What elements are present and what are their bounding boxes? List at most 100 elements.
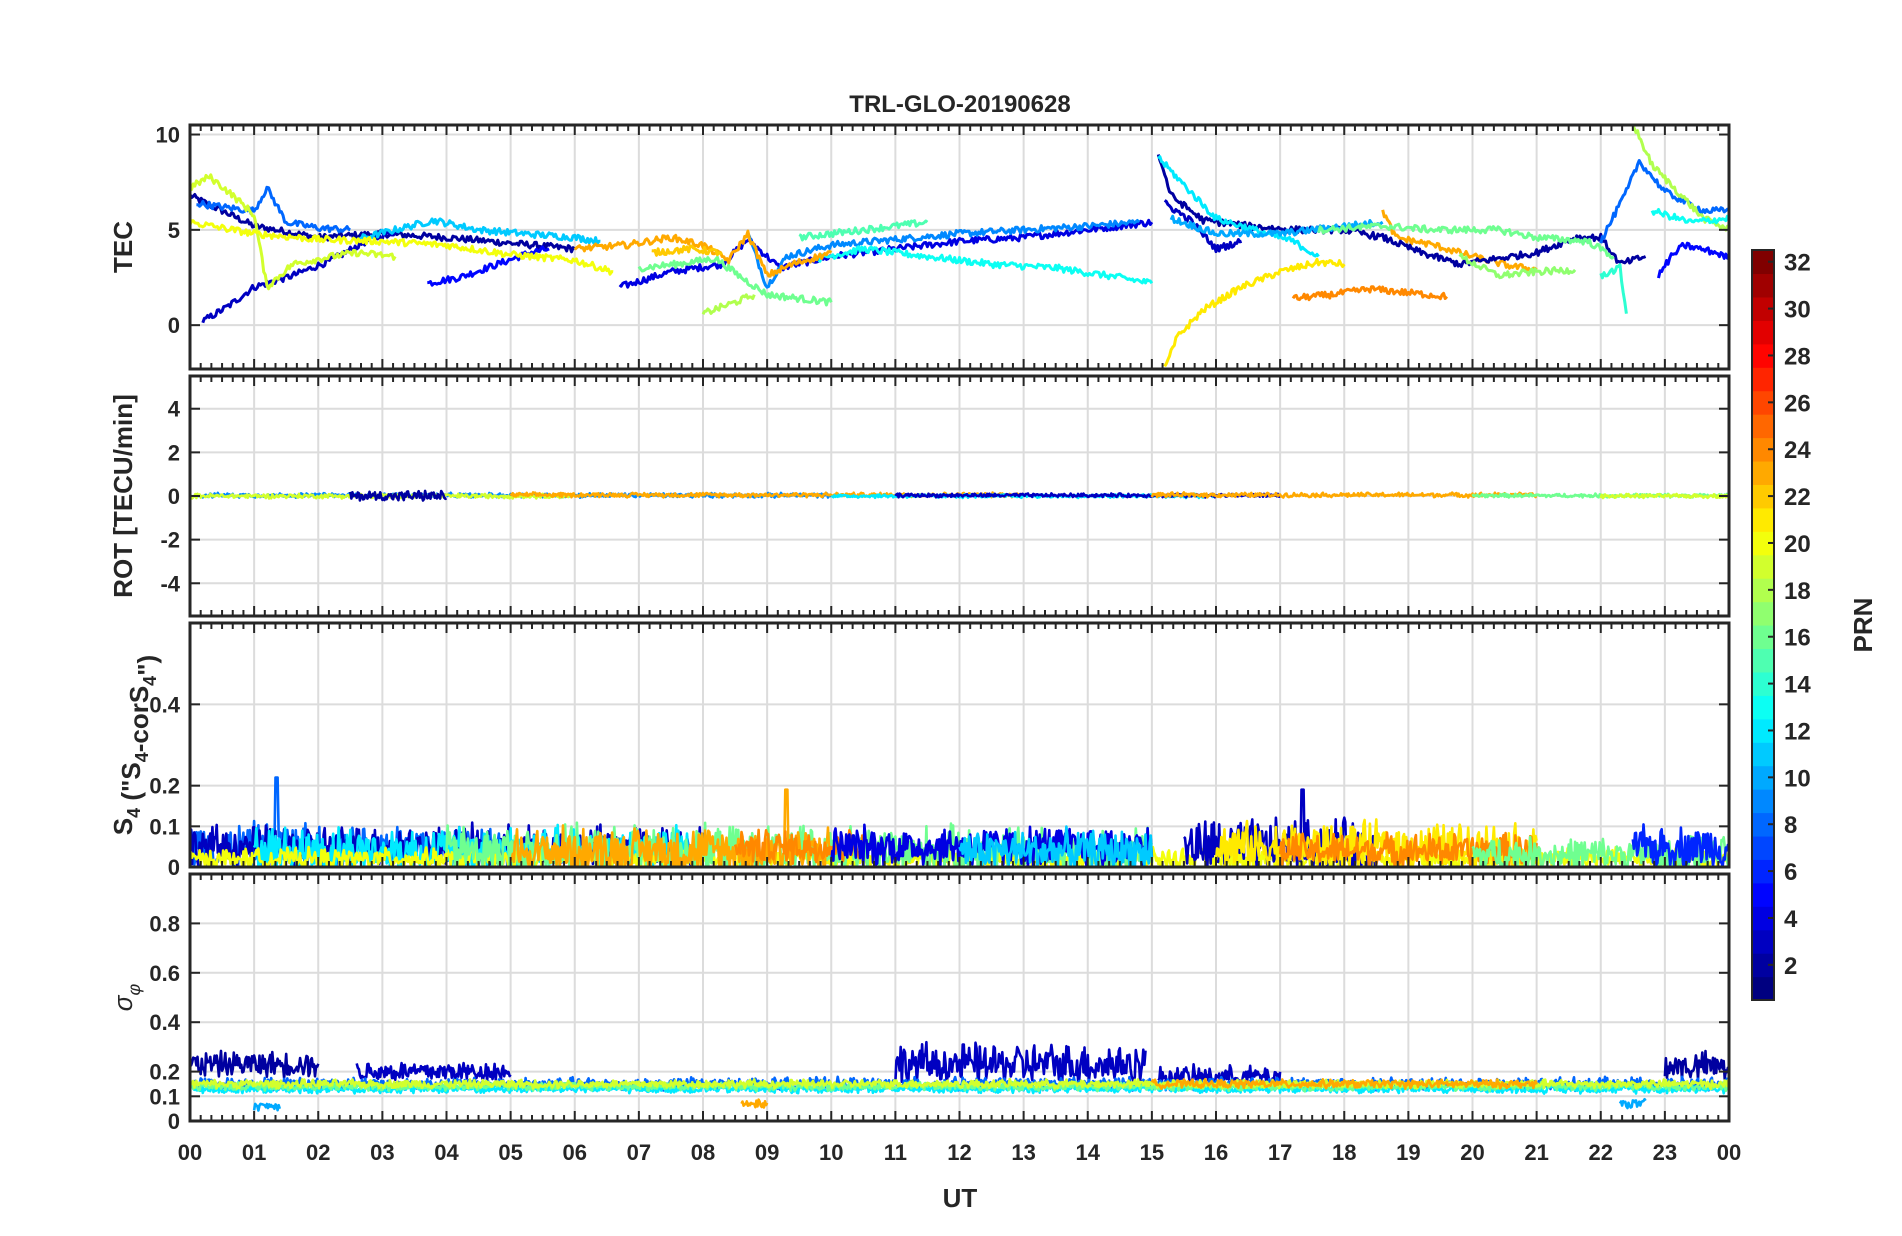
y-tick-label: 4 xyxy=(168,397,181,422)
colorbar-frame xyxy=(1751,249,1775,1001)
y-tick-label: 0.8 xyxy=(149,911,180,936)
x-tick-label: 17 xyxy=(1268,1140,1292,1165)
series-line-prn3 xyxy=(355,1061,512,1083)
series-line-prn13 xyxy=(817,245,1154,285)
x-tick-label: 07 xyxy=(627,1140,651,1165)
x-tick-label: 22 xyxy=(1589,1140,1613,1165)
x-tick-label: 01 xyxy=(242,1140,266,1165)
colorbar-segment xyxy=(1752,859,1774,884)
colorbar-tick-label: 24 xyxy=(1784,437,1811,464)
y-tick-label: 2 xyxy=(168,440,180,465)
series-line-prn12 xyxy=(1157,155,1320,258)
y-tick-label: 0.2 xyxy=(149,1060,180,1085)
y-tick-label: 0.4 xyxy=(149,692,180,717)
colorbar-tick-label: 2 xyxy=(1784,953,1797,980)
ticks-tec xyxy=(189,125,1730,369)
colorbar-tick-label: 8 xyxy=(1784,812,1797,839)
series-line-prn2 xyxy=(1663,1049,1729,1081)
y-tick-label: -2 xyxy=(160,528,180,553)
series-line-prn9 xyxy=(746,219,1141,289)
y-tick-label: 0.6 xyxy=(149,961,180,986)
x-tick-label: 16 xyxy=(1204,1140,1228,1165)
colorbar-segment xyxy=(1752,648,1774,673)
colorbar-segment xyxy=(1752,906,1774,931)
series-line-prn13 xyxy=(1650,208,1729,225)
x-tick-label: 20 xyxy=(1460,1140,1484,1165)
series-line-prn19 xyxy=(190,492,576,500)
x-tick-label: 19 xyxy=(1396,1140,1420,1165)
series-line-prn23 xyxy=(740,1098,769,1109)
colorbar-segment xyxy=(1752,460,1774,485)
series-line-prn3 xyxy=(1163,199,1243,254)
colorbar-tick-label: 28 xyxy=(1784,343,1811,370)
series-line-prn3 xyxy=(201,230,397,324)
colorbar-segment xyxy=(1752,367,1774,392)
y-tick-label: 5 xyxy=(168,218,180,243)
y-tick-label: 0 xyxy=(168,313,180,338)
panel-sigma: 00.10.2 0.4 0.6 0.8 σφ xyxy=(108,872,1731,1134)
colorbar-tick-label: 20 xyxy=(1784,531,1811,558)
ticks-rot xyxy=(189,376,1730,616)
x-tick-label: 12 xyxy=(947,1140,971,1165)
series-line-prn19 xyxy=(1599,492,1729,500)
colorbar-segment xyxy=(1752,976,1774,1001)
y-axis-label-tec: TEC xyxy=(108,221,138,273)
y-tick-label: 0.2 xyxy=(149,774,180,799)
colorbar-segment xyxy=(1752,812,1774,837)
series-line-prn3 xyxy=(894,1040,1147,1089)
y-tick-label: 0 xyxy=(168,855,180,880)
series-line-prn8 xyxy=(196,185,351,234)
colorbar-segment xyxy=(1752,507,1774,532)
colorbar-segment xyxy=(1752,789,1774,814)
series-line-prn24 xyxy=(1291,285,1449,302)
colorbar-segment xyxy=(1752,578,1774,603)
y-tick-label: 0.1 xyxy=(149,814,180,839)
x-tick-label: 06 xyxy=(563,1140,587,1165)
x-tick-labels: 00 01 02 03 04 05 06 07 08 09 10 11 12 13 14 15 16 17 18 19… xyxy=(178,1140,1741,1165)
series-line-prn22 xyxy=(651,244,723,257)
colorbar-segment xyxy=(1752,484,1774,509)
colorbar-segment xyxy=(1752,296,1774,321)
colorbar-tick-label: 12 xyxy=(1784,718,1811,745)
colorbar-segment xyxy=(1752,414,1774,439)
colorbar-segment xyxy=(1752,250,1774,275)
series-line-prn10 xyxy=(1618,1097,1647,1110)
colorbar-tick-label: 32 xyxy=(1784,250,1811,277)
series-line-prn17 xyxy=(1458,252,1577,280)
series-line-prn2 xyxy=(190,1049,320,1080)
x-tick-label: 00 xyxy=(178,1140,202,1165)
colorbar-segment xyxy=(1752,765,1774,790)
colorbar-segment xyxy=(1752,437,1774,462)
series-line-prn14 xyxy=(1599,263,1628,314)
panel-s4: 0 0.1 0.2 0.4S4 ("S4-corS4") xyxy=(108,621,1731,880)
x-tick-label: 04 xyxy=(434,1140,459,1165)
grid-s4 xyxy=(189,623,1730,868)
series-rot xyxy=(190,489,1729,502)
series-line-prn5 xyxy=(1657,241,1729,279)
series-line-prn2 xyxy=(1156,154,1647,268)
series-line-prn10 xyxy=(252,1102,282,1112)
y-tick-label: 10 xyxy=(156,123,180,148)
series-line-prn15 xyxy=(798,219,929,242)
x-tick-label: 08 xyxy=(691,1140,715,1165)
colorbar-segment xyxy=(1752,835,1774,860)
series-line-prn2 xyxy=(349,489,448,502)
colorbar-tick-label: 14 xyxy=(1784,672,1811,699)
x-tick-label: 09 xyxy=(755,1140,779,1165)
x-tick-label: 23 xyxy=(1653,1140,1677,1165)
x-tick-label: 11 xyxy=(884,1140,907,1165)
colorbar-segment xyxy=(1752,320,1774,345)
colorbar-segment xyxy=(1752,953,1774,978)
colorbar-segment xyxy=(1752,671,1774,696)
panel-rot: -4 -2 0 2 4 ROT [TECU/min] xyxy=(108,374,1731,618)
series-line-prn23 xyxy=(1150,491,1538,499)
y-axis-label-s4: S4 ("S4-corS4") xyxy=(108,655,162,835)
colorbar-tick-label: 22 xyxy=(1784,484,1811,511)
series-line-prn18 xyxy=(1631,125,1729,232)
colorbar-tick-label: 26 xyxy=(1784,390,1811,417)
colorbar-tick-label: 16 xyxy=(1784,625,1811,652)
colorbar-tick-label: 30 xyxy=(1784,297,1811,324)
